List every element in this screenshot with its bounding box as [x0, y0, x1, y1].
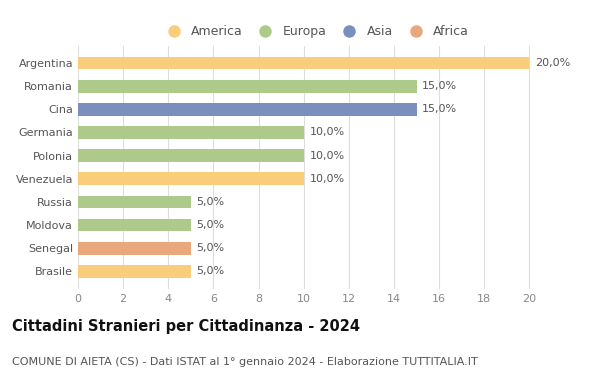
Bar: [78, 196, 191, 208]
Text: COMUNE DI AIETA (CS) - Dati ISTAT al 1° gennaio 2024 - Elaborazione TUTTITALIA.I: COMUNE DI AIETA (CS) - Dati ISTAT al 1° …: [12, 357, 478, 367]
Bar: [78, 126, 304, 139]
Text: 5,0%: 5,0%: [197, 266, 224, 276]
Text: 15,0%: 15,0%: [422, 105, 457, 114]
Bar: [78, 57, 529, 70]
Bar: [78, 80, 416, 93]
Bar: [78, 242, 191, 255]
Text: 5,0%: 5,0%: [197, 243, 224, 253]
Text: 10,0%: 10,0%: [310, 127, 344, 138]
Bar: [78, 103, 416, 116]
Text: 5,0%: 5,0%: [197, 220, 224, 230]
Text: 20,0%: 20,0%: [535, 58, 571, 68]
Bar: [78, 219, 191, 231]
Text: Cittadini Stranieri per Cittadinanza - 2024: Cittadini Stranieri per Cittadinanza - 2…: [12, 318, 360, 334]
Text: 10,0%: 10,0%: [310, 174, 344, 184]
Text: 15,0%: 15,0%: [422, 81, 457, 91]
Bar: [78, 173, 304, 185]
Bar: [78, 265, 191, 278]
Text: 5,0%: 5,0%: [197, 197, 224, 207]
Legend: America, Europa, Asia, Africa: America, Europa, Asia, Africa: [156, 20, 474, 43]
Bar: [78, 149, 304, 162]
Text: 10,0%: 10,0%: [310, 150, 344, 161]
